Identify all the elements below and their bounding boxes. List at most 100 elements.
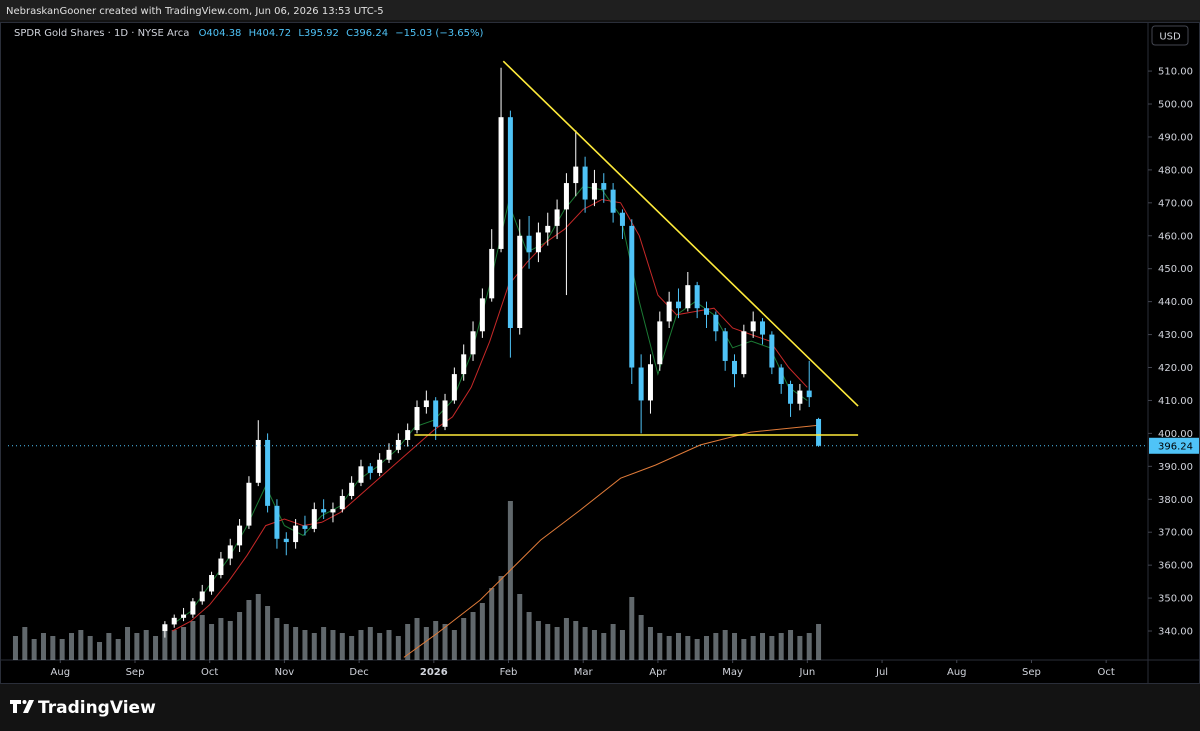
x-tick-label: 2026: [420, 667, 448, 678]
volume-bar: [461, 618, 467, 660]
candle-body: [498, 117, 504, 249]
candle-body: [405, 430, 411, 440]
currency-label[interactable]: USD: [1159, 32, 1181, 43]
volume-bar: [703, 636, 709, 660]
y-tick-label: 440.00: [1158, 297, 1193, 308]
volume-bar: [227, 621, 233, 660]
volume-bar: [433, 621, 439, 660]
volume-bar: [451, 630, 457, 660]
volume-bar: [31, 639, 37, 660]
x-tick-label: Aug: [947, 667, 967, 678]
candle-body: [218, 558, 224, 576]
candle-body: [554, 209, 560, 226]
volume-bar: [386, 630, 392, 660]
candle-body: [377, 459, 383, 473]
y-tick-label: 390.00: [1158, 462, 1193, 473]
candle-body: [573, 166, 579, 184]
candle-body: [545, 225, 551, 233]
candle-body: [274, 505, 280, 539]
candle-body: [750, 321, 756, 332]
candle-body: [367, 466, 373, 473]
candle-body: [358, 466, 364, 483]
volume-bar: [666, 636, 672, 660]
volume-pane: [12, 501, 822, 660]
candle-body: [395, 439, 401, 450]
volume-bar: [255, 594, 261, 660]
volume-bar: [806, 633, 812, 660]
volume-bar: [302, 630, 308, 660]
volume-bar: [741, 639, 747, 660]
x-tick-label: Feb: [500, 667, 518, 678]
candle-body: [722, 331, 728, 361]
candle-body: [610, 189, 616, 213]
candle-body: [703, 308, 709, 315]
trendline: [502, 60, 859, 407]
last-price-box: [1149, 437, 1199, 454]
volume-bar: [414, 618, 420, 660]
volume-bar: [573, 621, 579, 660]
candle-body: [414, 407, 420, 431]
volume-bar: [367, 627, 373, 660]
volume-bar: [283, 624, 289, 660]
candle-body: [778, 367, 784, 384]
volume-bar: [442, 624, 448, 660]
volume-bar: [349, 636, 355, 660]
volume-bar: [722, 630, 728, 660]
candle-body: [237, 525, 243, 546]
candle-body: [601, 183, 607, 190]
volume-bar: [601, 633, 607, 660]
candle-body: [619, 212, 625, 226]
volume-bar: [479, 603, 485, 660]
candle-body: [489, 248, 495, 299]
candle-body: [657, 321, 663, 365]
volume-bar: [395, 636, 401, 660]
y-tick-label: 410.00: [1158, 396, 1193, 407]
y-tick-label: 350.00: [1158, 594, 1193, 605]
volume-bar: [582, 627, 588, 660]
volume-bar: [68, 633, 74, 660]
axes: 340.00 350.00 360.00 370.00 380.00 390.00 400.…: [51, 67, 1199, 678]
candle-body: [190, 601, 196, 615]
volume-bar: [330, 630, 336, 660]
volume-bar: [339, 633, 345, 660]
candle-body: [788, 383, 794, 404]
volume-bar: [778, 633, 784, 660]
attribution: NebraskanGooner created with TradingView…: [6, 6, 384, 17]
x-tick-label: Dec: [349, 667, 368, 678]
volume-bar: [554, 627, 560, 660]
close-value: C396.24: [346, 28, 388, 39]
candle-body: [339, 495, 345, 510]
candle-body: [591, 183, 597, 200]
x-tick-label: May: [722, 667, 743, 678]
candle-body: [433, 400, 439, 427]
candle-body: [713, 314, 719, 332]
candle-body: [283, 538, 289, 543]
volume-bar: [12, 636, 18, 660]
candle-body: [769, 334, 775, 368]
moving-average: [403, 424, 819, 658]
logo-mark: [10, 700, 34, 713]
candle-body: [293, 525, 299, 543]
x-tick-label: Sep: [1022, 667, 1041, 678]
volume-bar: [274, 618, 280, 660]
y-tick-label: 500.00: [1158, 100, 1193, 111]
volume-bar: [526, 612, 532, 660]
volume-bar: [377, 633, 383, 660]
x-tick-label: Oct: [1098, 667, 1115, 678]
top-bar: [0, 0, 1200, 20]
currency-button[interactable]: [1151, 25, 1189, 46]
volume-bar: [769, 636, 775, 660]
volume-bar: [237, 612, 243, 660]
candle-body: [330, 509, 336, 513]
candle-body: [526, 235, 532, 253]
volume-bar: [265, 606, 271, 660]
volume-bar: [591, 630, 597, 660]
y-tick-label: 420.00: [1158, 363, 1193, 374]
y-tick-label: 450.00: [1158, 264, 1193, 275]
change-value: −15.03 (−3.65%): [395, 28, 483, 39]
volume-bar: [246, 600, 252, 660]
y-tick-label: 470.00: [1158, 198, 1193, 209]
y-tick-label: 480.00: [1158, 165, 1193, 176]
candle-body: [386, 449, 392, 460]
volume-bar: [750, 636, 756, 660]
